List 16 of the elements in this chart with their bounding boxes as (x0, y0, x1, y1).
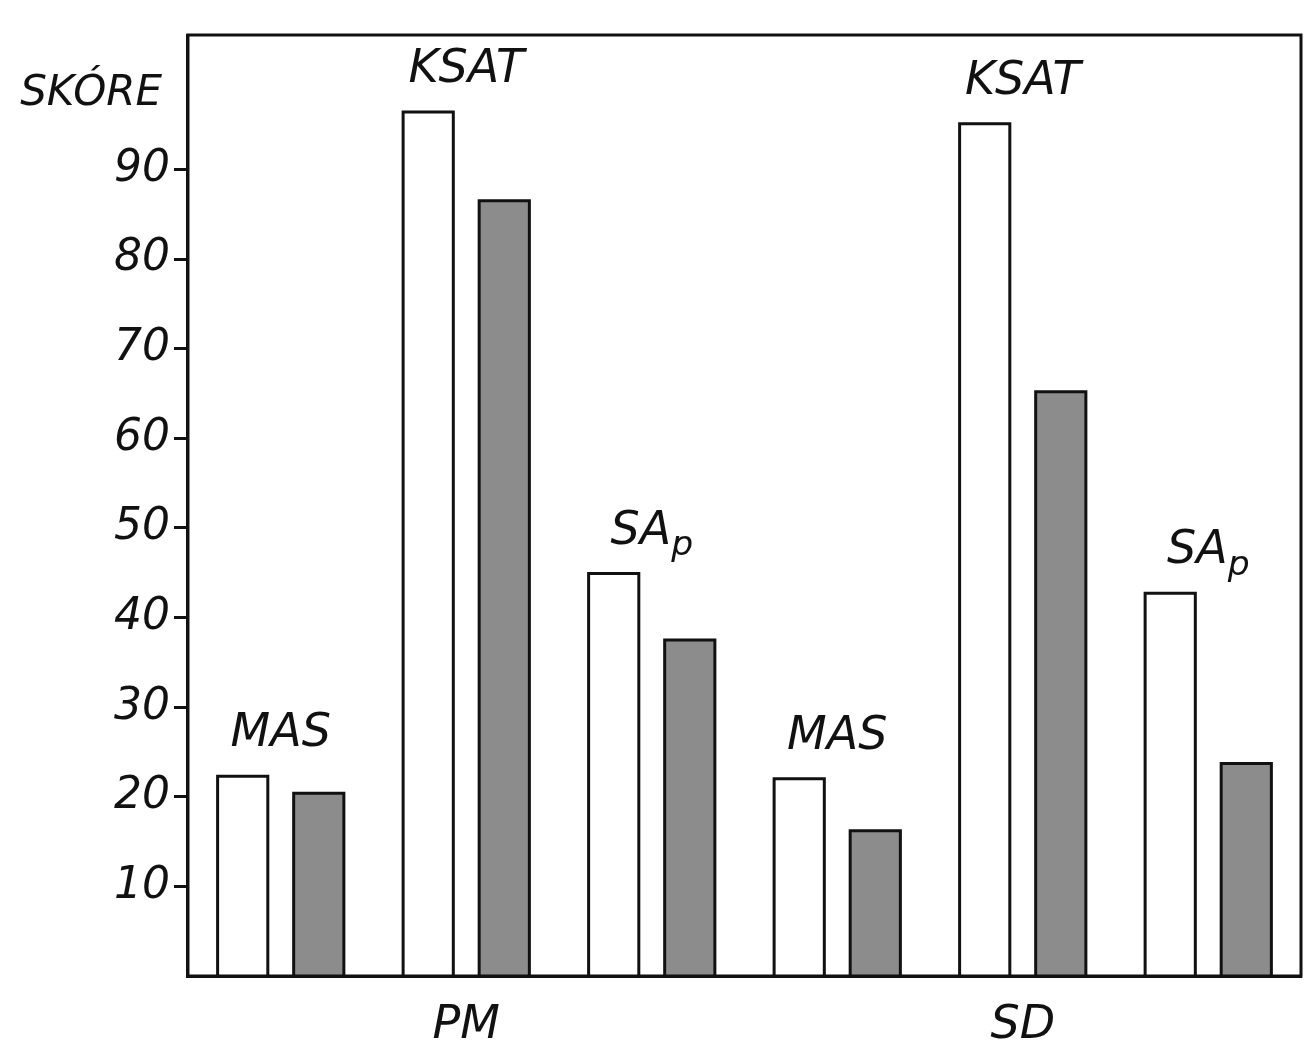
y-axis-title: SKÓRE (20, 65, 163, 115)
y-tick-label: 10 (113, 856, 170, 908)
text: SD (990, 995, 1056, 1049)
y-tick-label: 40 (113, 587, 170, 639)
y-tick-label: 70 (113, 319, 170, 371)
y-tick-label: 60 (113, 408, 170, 460)
x-tick-label: MAS (787, 705, 888, 760)
y-tick-label: 50 (113, 498, 170, 550)
x-tick-label: KSAT (964, 50, 1085, 105)
text: PM (432, 995, 500, 1049)
y-tick-label: 90 (113, 139, 170, 191)
x-tick-label: MAS (230, 703, 331, 758)
y-tick-label: 20 (113, 767, 170, 819)
y-tick-label: 30 (113, 677, 170, 729)
y-tick-label: 80 (113, 229, 170, 281)
x-tick-label: KSAT (408, 39, 528, 94)
